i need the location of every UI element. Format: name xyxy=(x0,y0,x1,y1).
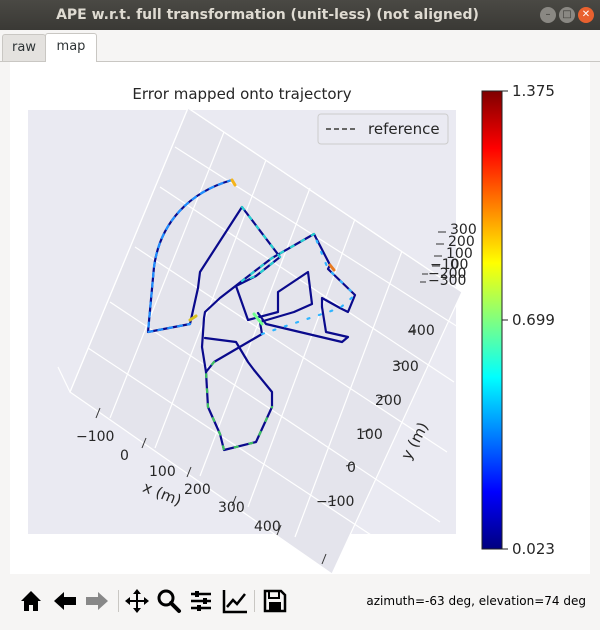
y-tick-label: 400 xyxy=(408,323,435,339)
x-tick-label: 100 xyxy=(149,464,176,480)
y-tick-label: 100 xyxy=(356,427,383,443)
y-tick-label: −100 xyxy=(316,494,354,510)
z-tick-label: −300 xyxy=(428,273,466,289)
y-tick-label: 0 xyxy=(347,460,356,476)
x-axis-ticks xyxy=(95,407,327,565)
colorbar-ticks xyxy=(502,90,508,550)
plot-svg[interactable]: Error mapped onto trajectory −100 0 100 … xyxy=(10,62,590,575)
tab-bar: raw map xyxy=(0,30,600,62)
forward-icon[interactable] xyxy=(82,586,112,616)
home-icon[interactable] xyxy=(16,586,46,616)
x-tick-label: 400 xyxy=(254,519,281,535)
z-tick-label: 200 xyxy=(448,234,475,250)
toolbar-separator xyxy=(118,590,119,612)
legend: reference xyxy=(317,113,449,145)
z-tick-label: 100 xyxy=(446,246,473,262)
minimize-button[interactable]: – xyxy=(540,7,556,23)
y-axis-ticks xyxy=(327,329,417,503)
configure-subplots-icon[interactable] xyxy=(186,586,216,616)
figure-canvas[interactable]: Error mapped onto trajectory −100 0 100 … xyxy=(10,62,590,575)
zoom-icon[interactable] xyxy=(154,586,184,616)
close-button[interactable]: ✕ xyxy=(578,7,594,23)
x-tick-label: −100 xyxy=(76,429,114,445)
toolbar-separator xyxy=(254,590,255,612)
trajectory xyxy=(146,178,357,452)
edit-axis-icon[interactable] xyxy=(220,586,250,616)
x-tick-label: 200 xyxy=(184,482,211,498)
tab-map[interactable]: map xyxy=(45,33,97,62)
z-tick-label: −100 xyxy=(430,257,468,273)
trajectory-path xyxy=(146,178,357,374)
x-tick-label: 0 xyxy=(120,448,129,464)
chart-title: Error mapped onto trajectory xyxy=(132,85,351,103)
pan-icon[interactable] xyxy=(122,586,152,616)
colorbar-label-mid: 0.699 xyxy=(512,311,555,329)
window-title: APE w.r.t. full transformation (unit-les… xyxy=(56,7,479,23)
y-tick-label: 300 xyxy=(392,359,419,375)
tab-raw[interactable]: raw xyxy=(2,34,46,61)
colorbar xyxy=(481,90,503,550)
legend-label-reference: reference xyxy=(368,120,440,138)
z-tick-labels: 300 200 100 0 −100 −200 −300 xyxy=(428,222,477,289)
z-axis-ticks xyxy=(420,231,446,283)
back-icon[interactable] xyxy=(50,586,80,616)
x-tick-labels: −100 0 100 200 300 400 xyxy=(76,429,281,535)
colorbar-label-min: 0.023 xyxy=(512,540,555,558)
toolbar: azimuth=-63 deg, elevation=74 deg xyxy=(0,576,600,630)
z-tick-label: 0 xyxy=(450,257,459,273)
x-tick-label: 300 xyxy=(218,500,245,516)
title-bar: APE w.r.t. full transformation (unit-les… xyxy=(0,0,600,30)
y-tick-label: 200 xyxy=(375,393,402,409)
z-tick-label: 300 xyxy=(450,222,477,238)
status-readout: azimuth=-63 deg, elevation=74 deg xyxy=(366,594,586,608)
y-tick-labels: −100 0 100 200 300 400 xyxy=(316,323,435,510)
colorbar-label-max: 1.375 xyxy=(512,82,555,100)
save-icon[interactable] xyxy=(260,586,290,616)
maximize-button[interactable]: □ xyxy=(559,7,575,23)
z-tick-label: −200 xyxy=(428,266,466,282)
